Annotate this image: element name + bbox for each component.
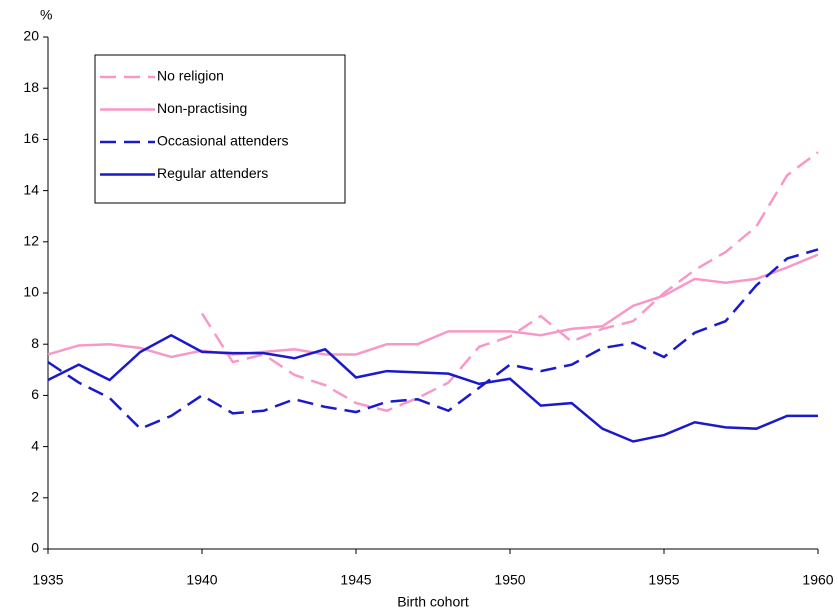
y-tick-label: 12 (23, 233, 39, 249)
legend-box (94, 54, 346, 204)
y-tick-label: 0 (31, 540, 39, 556)
y-tick-label: 4 (31, 437, 39, 453)
x-tick-label: 1955 (648, 572, 679, 588)
legend-label: Non-practising (157, 100, 247, 116)
legend-label: Occasional attenders (157, 133, 289, 149)
x-tick-label: 1960 (802, 572, 833, 588)
y-tick-label: 6 (31, 386, 39, 402)
x-tick-label: 1950 (494, 572, 525, 588)
y-tick-label: 18 (23, 79, 39, 95)
x-tick-label: 1935 (32, 572, 63, 588)
legend-label: No religion (157, 68, 224, 84)
y-tick-label: 20 (23, 28, 39, 44)
y-tick-label: 16 (23, 130, 39, 146)
y-axis-label: % (40, 7, 52, 23)
y-tick-label: 8 (31, 335, 39, 351)
y-tick-label: 10 (23, 284, 39, 300)
series-line (200, 151, 819, 413)
x-tick-label: 1945 (340, 572, 371, 588)
legend-label: Regular attenders (157, 165, 268, 181)
x-axis-label: Birth cohort (397, 594, 469, 610)
series-line (47, 248, 819, 431)
x-tick-label: 1940 (186, 572, 217, 588)
series-line (47, 253, 819, 359)
series-line (47, 333, 818, 443)
y-tick-label: 2 (31, 489, 39, 505)
y-tick-label: 14 (23, 181, 39, 197)
